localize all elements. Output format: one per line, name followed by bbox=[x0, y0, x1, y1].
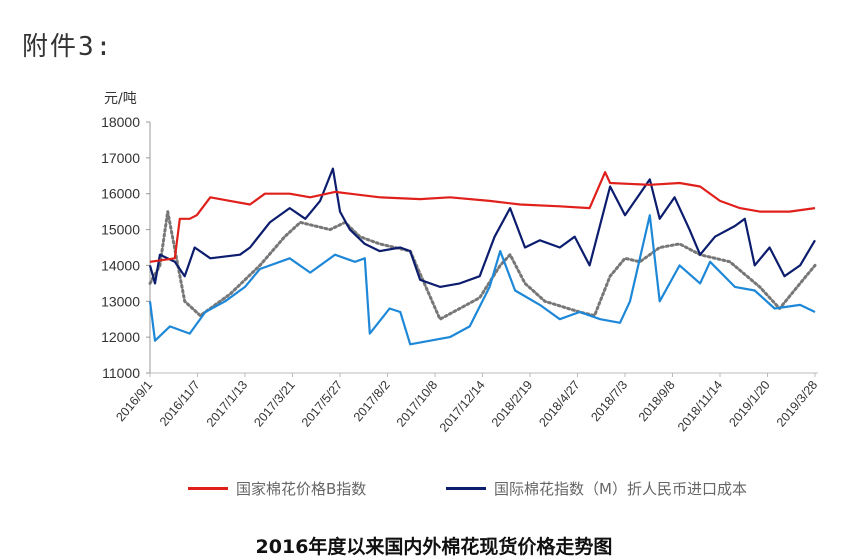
y-tick-label: 13000 bbox=[101, 293, 140, 309]
x-tick-label: 2018/11/14 bbox=[675, 378, 725, 434]
legend-swatch-navy bbox=[446, 487, 486, 490]
y-tick-label: 11000 bbox=[102, 365, 140, 381]
series-line-2 bbox=[148, 214, 816, 346]
series-line-3 bbox=[148, 210, 817, 321]
x-tick-label: 2017/5/27 bbox=[299, 378, 346, 430]
x-tick-label: 2017/12/14 bbox=[437, 378, 488, 435]
x-tick-label: 2017/8/2 bbox=[351, 378, 393, 424]
y-tick-label: 15000 bbox=[101, 222, 140, 238]
y-tick-label: 18000 bbox=[101, 114, 140, 130]
x-tick-label: 2018/4/27 bbox=[536, 378, 583, 430]
x-tick-label: 2016/9/1 bbox=[113, 378, 155, 424]
x-tick-label: 2017/3/21 bbox=[251, 378, 298, 430]
chart-title: 2016年度以来国内外棉花现货价格走势图 bbox=[255, 536, 613, 558]
y-axis-unit-label: 元/吨 bbox=[104, 91, 137, 107]
x-tick-label: 2018/7/3 bbox=[588, 378, 630, 424]
legend-label: 国际棉花指数（M）折人民币进口成本 bbox=[494, 480, 747, 498]
x-tick-label: 2017/1/13 bbox=[204, 378, 251, 430]
legend-label: 国家棉花价格B指数 bbox=[236, 480, 367, 498]
series-line-1 bbox=[148, 167, 816, 288]
series-line-0 bbox=[149, 171, 816, 263]
x-tick-label: 2019/1/20 bbox=[726, 378, 773, 430]
legend-item-national-b-index: 国家棉花价格B指数 bbox=[188, 478, 366, 499]
y-tick-label: 16000 bbox=[101, 186, 140, 202]
x-tick-label: 2018/9/8 bbox=[636, 378, 678, 424]
attachment-label: 附件3: bbox=[22, 32, 114, 62]
x-tick-label: 2017/10/8 bbox=[394, 378, 441, 430]
x-tick-label: 2019/3/28 bbox=[774, 378, 821, 430]
legend-swatch-red bbox=[188, 487, 228, 490]
y-tick-label: 12000 bbox=[101, 329, 140, 345]
legend-item-international-m-index: 国际棉花指数（M）折人民币进口成本 bbox=[446, 478, 747, 499]
x-tick-label: 2016/11/7 bbox=[157, 378, 203, 429]
y-tick-label: 14000 bbox=[101, 257, 140, 273]
y-tick-label: 17000 bbox=[101, 150, 140, 166]
x-tick-label: 2018/2/19 bbox=[489, 378, 536, 430]
